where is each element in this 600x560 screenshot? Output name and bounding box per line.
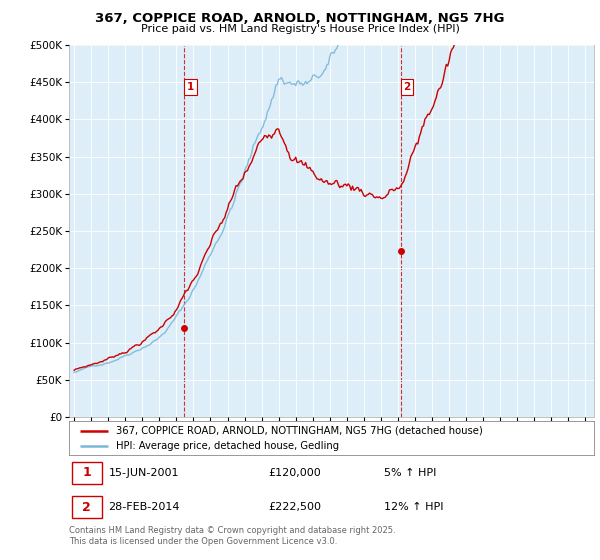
Text: Contains HM Land Registry data © Crown copyright and database right 2025.
This d: Contains HM Land Registry data © Crown c… [69,526,395,546]
Text: 28-FEB-2014: 28-FEB-2014 [109,502,180,512]
Text: 2: 2 [403,82,410,92]
Text: 367, COPPICE ROAD, ARNOLD, NOTTINGHAM, NG5 7HG: 367, COPPICE ROAD, ARNOLD, NOTTINGHAM, N… [95,12,505,25]
Text: 15-JUN-2001: 15-JUN-2001 [109,468,179,478]
Text: 367, COPPICE ROAD, ARNOLD, NOTTINGHAM, NG5 7HG (detached house): 367, COPPICE ROAD, ARNOLD, NOTTINGHAM, N… [116,426,483,436]
Text: HPI: Average price, detached house, Gedling: HPI: Average price, detached house, Gedl… [116,441,340,451]
Text: 5% ↑ HPI: 5% ↑ HPI [384,468,436,478]
Text: 2: 2 [82,501,91,514]
Text: 1: 1 [187,82,194,92]
Text: 12% ↑ HPI: 12% ↑ HPI [384,502,443,512]
Text: £120,000: £120,000 [269,468,321,478]
FancyBboxPatch shape [71,462,102,484]
Text: 1: 1 [82,466,91,479]
FancyBboxPatch shape [71,496,102,518]
Text: £222,500: £222,500 [269,502,322,512]
Text: Price paid vs. HM Land Registry's House Price Index (HPI): Price paid vs. HM Land Registry's House … [140,24,460,34]
